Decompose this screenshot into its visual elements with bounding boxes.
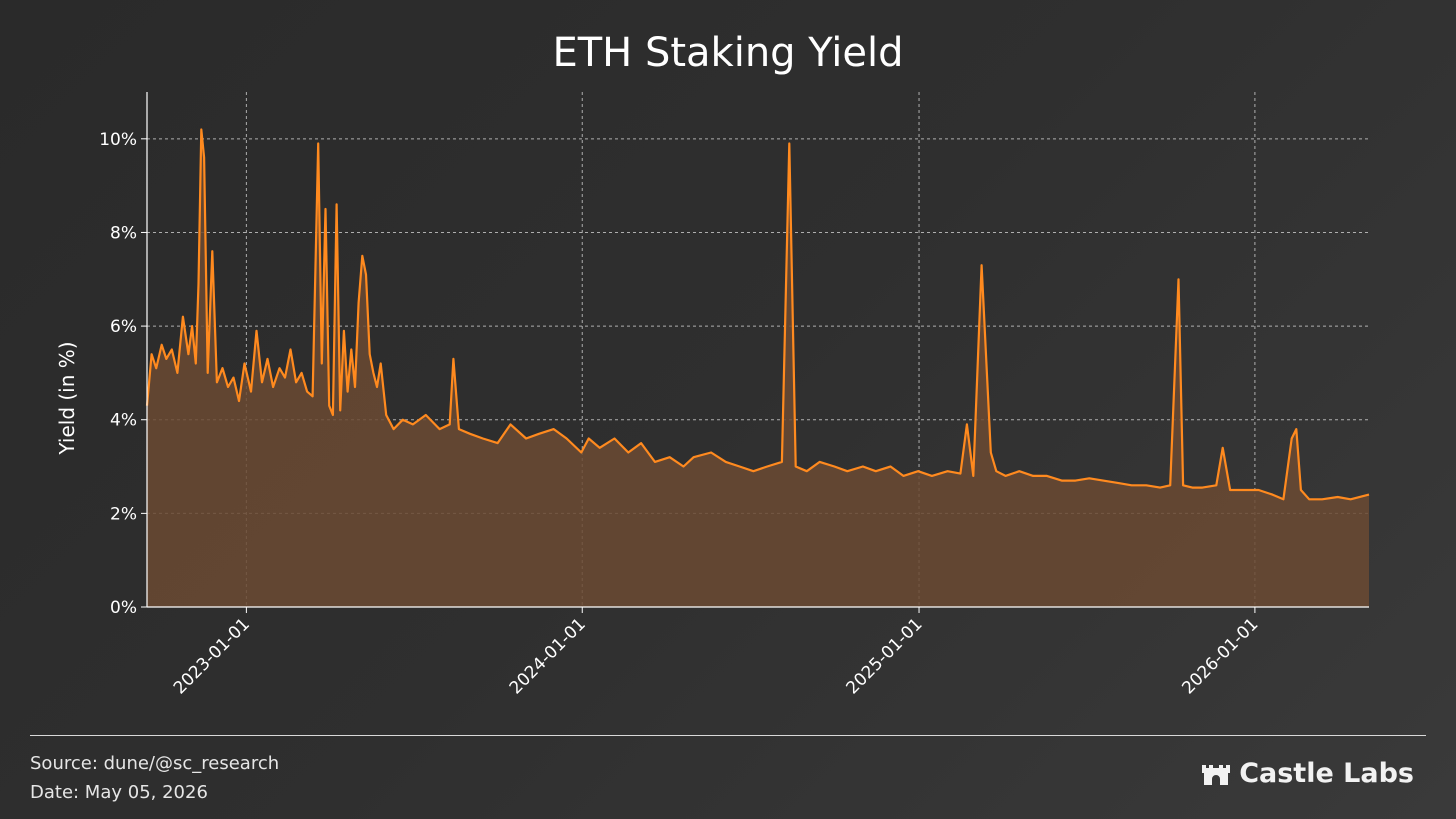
chart-title: ETH Staking Yield [552, 30, 903, 76]
y-tick-label: 2% [110, 504, 137, 524]
footer-divider [30, 735, 1426, 736]
source-text: Source: dune/@sc_research [30, 753, 280, 774]
brand-logo: Castle Labs [1201, 758, 1414, 789]
x-tick-label: 2026-01-01 [1178, 614, 1262, 698]
y-tick-label: 10% [99, 130, 137, 150]
y-tick-label: 4% [110, 411, 137, 431]
grid [147, 92, 1369, 607]
series-area [145, 128, 1370, 607]
y-tick-label: 8% [110, 223, 137, 243]
axes [141, 92, 1369, 613]
y-tick-label: 6% [110, 317, 137, 337]
y-tick-label: 0% [110, 598, 137, 618]
brand-name: Castle Labs [1239, 758, 1414, 789]
y-axis-label: Yield (in %) [55, 341, 79, 455]
x-tick-label: 2023-01-01 [170, 614, 254, 698]
series-line [145, 128, 1370, 501]
series-fill [147, 129, 1369, 607]
castle-icon [1202, 764, 1231, 785]
date-text: Date: May 05, 2026 [30, 782, 208, 803]
x-tick-label: 2024-01-01 [506, 614, 590, 698]
x-tick-label: 2025-01-01 [843, 614, 927, 698]
